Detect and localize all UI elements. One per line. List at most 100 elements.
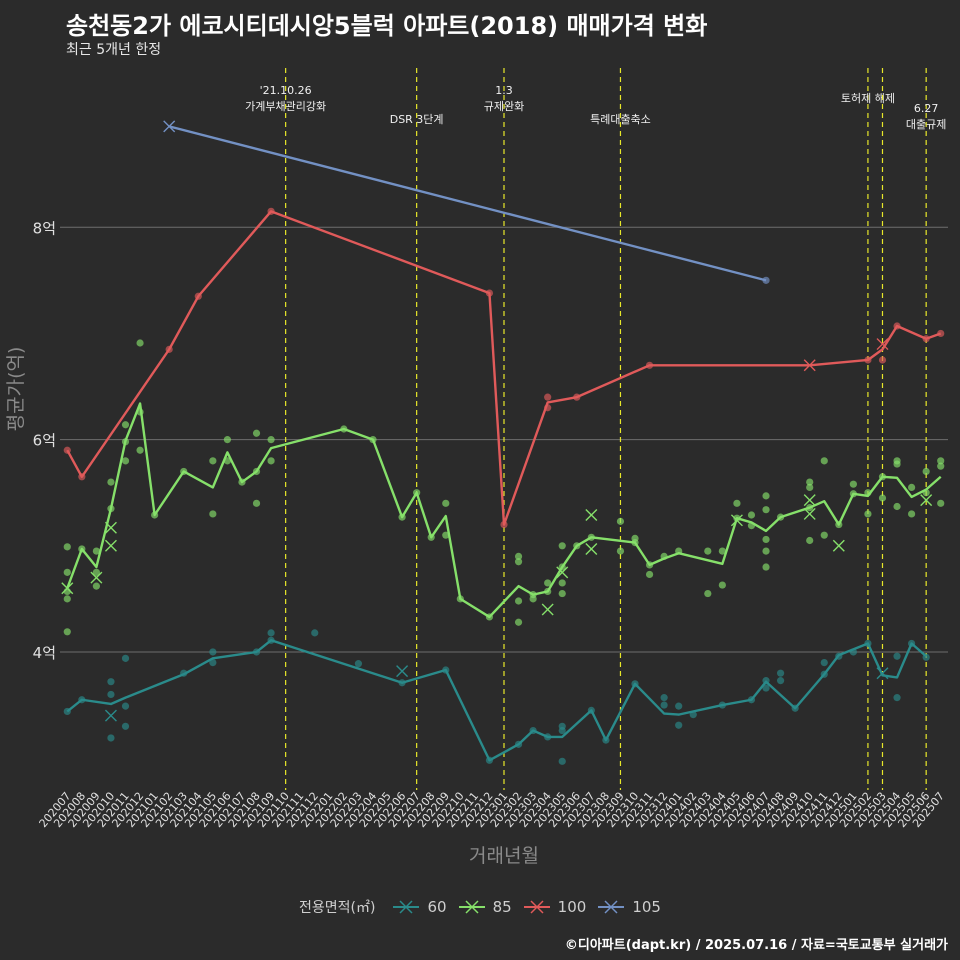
point-60 [820,658,828,667]
point-85 [121,421,130,429]
point-85 [267,457,275,465]
point-60 [107,734,115,742]
point-85 [78,545,86,553]
chart-title: 송천동2가 에코시티데시앙5블럭 아파트(2018) 매매가격 변화 [66,12,708,40]
point-85 [485,613,494,621]
y-axis-title: 평균가(억) [5,347,27,432]
point-85 [63,543,71,551]
cancelled-mark-85 [61,582,74,595]
point-85 [878,473,887,481]
axes: 4억6억8억2020072020082020092020102020112020… [5,219,947,867]
point-60 [675,721,683,729]
cross-stroke [730,514,743,527]
point-85 [456,595,464,603]
point-100 [194,292,202,300]
point-85 [864,489,872,497]
legend: 전용면적(㎡) 60 85 100 105 [0,897,960,917]
point-60 [675,702,683,710]
point-60 [689,711,697,719]
cross-stroke [585,509,598,521]
cancelled-mark-85 [104,521,117,534]
cancelled-mark-60 [396,665,409,678]
point-60 [587,706,595,714]
point-60 [398,679,406,687]
cross-stroke [832,539,845,552]
cancelled-mark-60 [876,667,889,680]
data-points [61,120,945,765]
point-85 [878,494,887,502]
point-85 [806,536,814,545]
legend-item-85: 85 [457,897,512,917]
legend-key-85 [458,900,485,914]
point-60 [354,660,363,668]
legend-key-cross [465,900,479,914]
point-85 [937,462,945,470]
event-label: 토허제 해제 [841,91,895,105]
point-85 [937,457,945,465]
point-85 [107,478,115,486]
point-85 [762,492,770,500]
point-85 [252,467,261,476]
legend-key-cross [399,900,414,914]
cancelled-mark-85 [730,514,743,527]
point-85 [573,542,581,550]
point-60 [267,636,275,644]
point-60 [209,648,217,656]
chart-subtitle: 최근 5개년 한정 [66,42,162,58]
point-85 [514,552,523,561]
point-85 [893,502,901,511]
point-85 [92,547,100,555]
point-60 [209,658,217,667]
point-85 [849,490,857,498]
cross-stroke [803,494,816,507]
point-85 [908,510,916,518]
point-85 [806,478,814,486]
legend-key-cross [530,900,544,914]
point-60 [485,756,494,764]
point-85 [558,542,566,550]
cross-stroke [920,494,933,507]
point-60 [558,757,566,765]
point-60 [267,629,275,637]
point-85 [747,511,756,519]
point-85 [733,514,741,522]
cancelled-mark-85 [585,542,598,555]
point-85 [762,535,770,544]
point-100 [78,473,86,481]
point-85 [514,597,523,605]
point-60 [121,722,130,730]
y-tick-label: 6억 [33,432,56,450]
point-85 [136,408,144,416]
point-85 [937,499,945,507]
point-85 [864,510,872,518]
point-100 [165,345,173,353]
point-85 [121,457,130,465]
point-85 [704,589,712,598]
point-60 [776,677,785,685]
point-105 [762,276,770,284]
point-85 [151,511,159,519]
series-line-85 [66,402,942,619]
point-85 [223,457,232,465]
cancelled-mark-60 [104,709,117,722]
point-85 [427,533,435,541]
point-100 [893,322,901,330]
event-label: 규제완화 [484,100,524,113]
point-85 [209,510,217,518]
point-85 [762,563,770,571]
point-85 [92,568,100,576]
point-85 [442,499,450,507]
point-60 [107,690,115,699]
point-85 [645,561,654,569]
cancelled-mark-85 [832,539,845,552]
point-100 [922,335,930,343]
point-60 [922,653,930,661]
cancelled-mark-100 [876,338,889,351]
point-60 [544,733,552,741]
point-100 [544,404,552,412]
legend-item-100: 100 [522,897,586,917]
event-label: '21.10.26 [260,84,312,97]
point-60 [762,677,770,685]
cross-stroke [163,120,176,133]
